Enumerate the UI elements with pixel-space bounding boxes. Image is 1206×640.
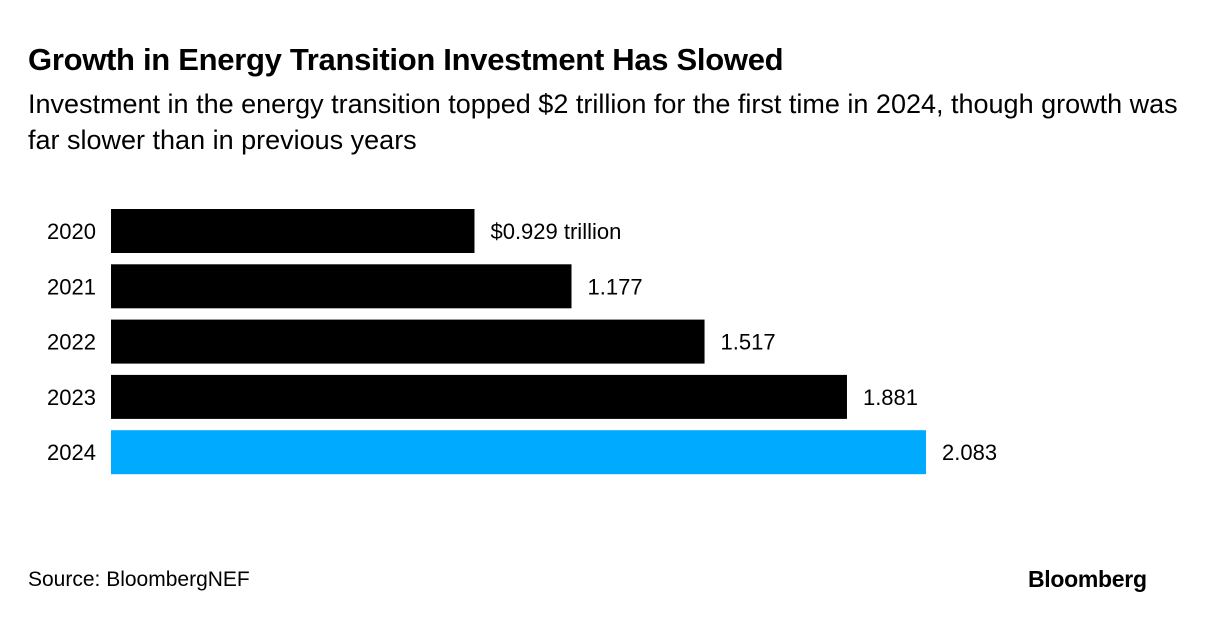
bar-2023 [111,374,847,419]
category-label: 2020 [47,219,96,244]
bar-2022 [111,319,705,364]
bar-2024 [111,430,926,475]
chart-subtitle: Investment in the energy transition topp… [28,89,1178,155]
category-label: 2024 [47,440,96,465]
bar-chart: 2020 $0.929 trillion 2021 1.177 2022 1.517 202… [47,209,997,475]
source-note: Source: BloombergNEF [28,568,250,591]
bar-2021 [111,264,572,309]
category-label: 2022 [47,330,96,355]
data-label: $0.929 trillion [490,219,621,244]
category-label: 2023 [47,385,96,410]
bloomberg-logo: Bloomberg [1028,566,1147,592]
data-label: 1.177 [588,274,643,299]
category-label: 2021 [47,274,96,299]
data-label: 2.083 [942,440,997,465]
data-label: 1.517 [721,330,776,355]
bar-2020 [111,209,475,253]
data-label: 1.881 [863,385,918,410]
chart-title: Growth in Energy Transition Investment H… [28,42,784,77]
